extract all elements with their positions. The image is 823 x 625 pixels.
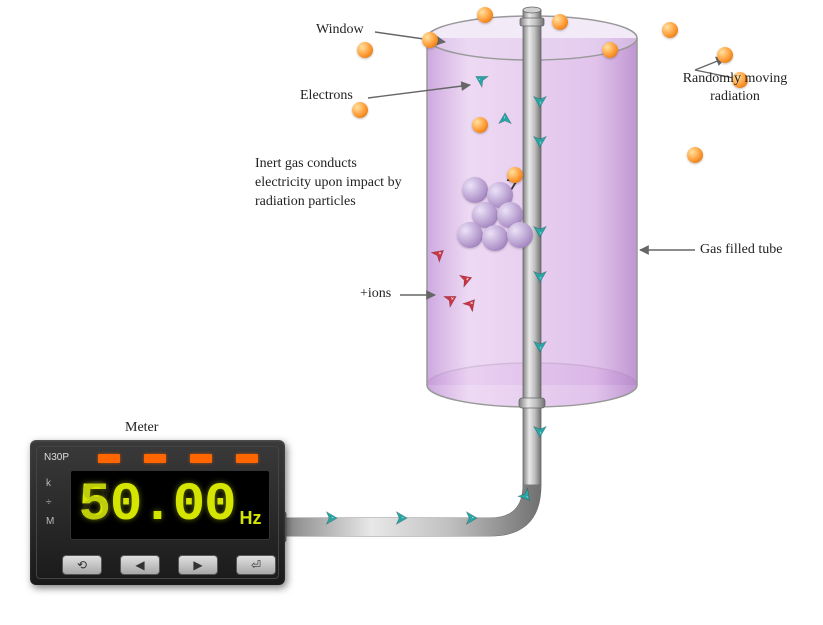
inert-gas-label: Inert gas conducts electricity upon impa… [255,155,410,212]
electron-arrow: - [531,266,549,284]
svg-text:-: - [537,432,544,434]
radiation-particle [507,167,523,183]
svg-text:-: - [501,116,508,118]
meter-indicator-led [236,454,258,463]
pipe [280,398,545,542]
radiation-particle [422,32,438,48]
electrons-label: Electrons [300,88,353,104]
electron-arrow: - [391,509,409,527]
radiation-particle [352,102,368,118]
electron-arrow: - [531,421,549,439]
electron-arrow: - [496,111,514,129]
meter-button[interactable]: ⏎ [236,555,276,575]
meter-side-label: k [46,478,54,489]
random-radiation-label: Randomly moving radiation [660,70,810,106]
electron-arrow: - [531,336,549,354]
meter-indicators [98,454,258,463]
meter-indicator-led [144,454,166,463]
meter-model: N30P [44,452,69,463]
svg-text:-: - [537,232,544,234]
meter-side-label: M [46,516,54,527]
electron-arrow: - [531,221,549,239]
radiation-particle [552,14,568,30]
radiation-particle [472,117,488,133]
gas-atom [482,225,508,251]
svg-text:-: - [537,347,544,349]
gas-atom [457,222,483,248]
radiation-particle [477,7,493,23]
meter-indicator-led [98,454,120,463]
meter-label: Meter [125,420,158,436]
meter-display: 8 50.00 Hz [70,470,270,540]
svg-text:-: - [402,514,404,521]
gas-atom [462,177,488,203]
radiation-particle [717,47,733,63]
gas-atom [507,222,533,248]
electron-arrow: - [531,131,549,149]
radiation-particle [357,42,373,58]
electron-arrow: - [531,91,549,109]
seven-seg-ghost: 8 [79,473,112,538]
meter-button[interactable]: ▶ [178,555,218,575]
meter-side-labels: k ÷ M [46,478,54,527]
radiation-particle [687,147,703,163]
window-label: Window [316,22,364,38]
meter-buttons: ⟲ ◀ ▶ ⏎ [62,555,276,575]
meter-button[interactable]: ⟲ [62,555,102,575]
meter-unit: Hz [240,508,262,529]
gas-tube-label: Gas filled tube [700,242,782,258]
meter-button[interactable]: ◀ [120,555,160,575]
radiation-particle [602,42,618,58]
ions-label: +ions [360,286,391,302]
meter-device: N30P 8 50.00 Hz k ÷ M ⟲ ◀ ▶ ⏎ [30,440,285,585]
svg-text:-: - [537,142,544,144]
electron-arrow: - [461,509,479,527]
svg-text:-: - [332,514,334,521]
svg-text:-: - [537,102,544,104]
radiation-particle [662,22,678,38]
meter-indicator-led [190,454,212,463]
svg-text:-: - [472,514,474,521]
svg-text:-: - [537,277,544,279]
electron-arrow: - [321,509,339,527]
meter-side-label: ÷ [46,497,54,508]
